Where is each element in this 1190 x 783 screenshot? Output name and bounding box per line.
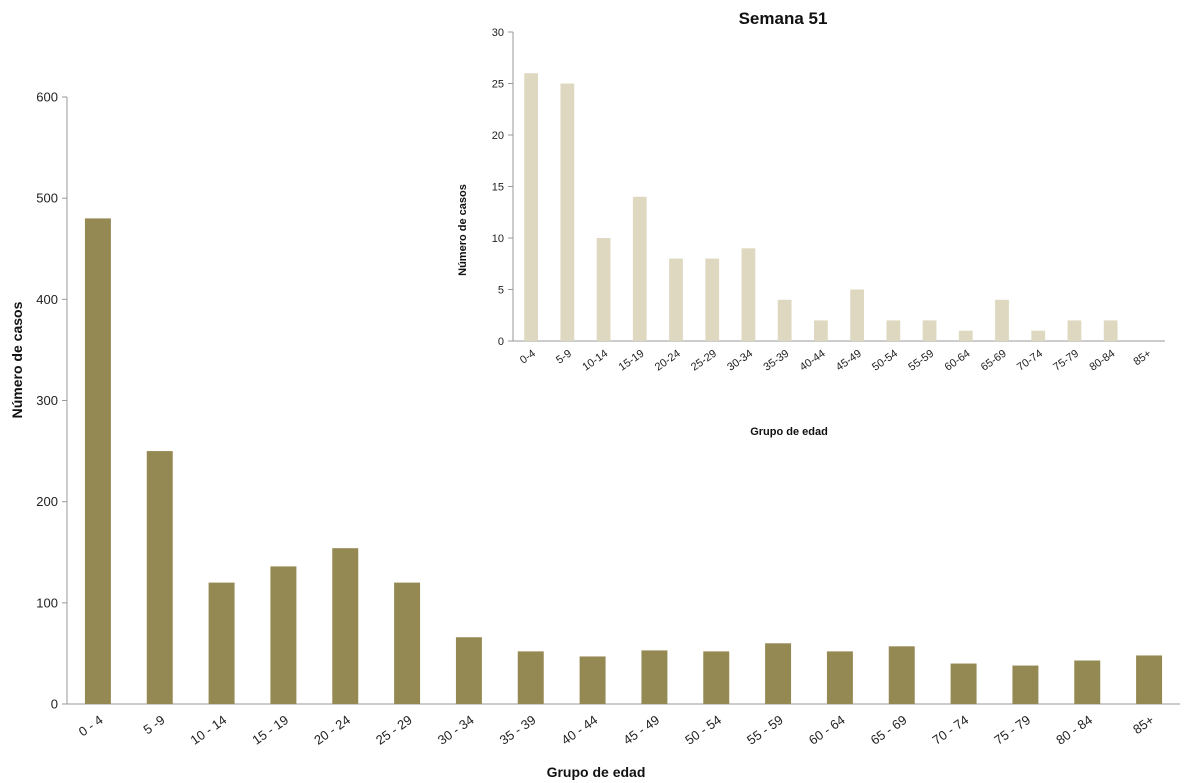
bar-80-84	[1074, 660, 1101, 704]
bar-55-59	[765, 643, 792, 704]
bar-75-79	[1067, 320, 1082, 341]
x-tick-label: 20 - 24	[311, 712, 353, 748]
bar-45-49	[641, 650, 668, 704]
bar-35-39	[777, 299, 792, 341]
y-tick-label: 500	[36, 191, 58, 206]
x-tick-label: 65 - 69	[868, 712, 910, 748]
bar-70-74	[1031, 330, 1046, 341]
bar-30-34	[741, 248, 756, 341]
x-tick-label: 0-4	[518, 348, 538, 367]
x-axis-title: Grupo de edad	[750, 426, 828, 438]
bar-0-4	[524, 73, 538, 341]
y-tick-label: 15	[492, 181, 504, 193]
y-tick-label: 5	[498, 284, 504, 296]
x-tick-label: 70 - 74	[930, 712, 972, 748]
x-tick-label: 85+	[1131, 348, 1153, 369]
x-tick-label: 10-14	[580, 348, 610, 374]
bar-75-79	[1012, 665, 1039, 704]
bar-15-19	[632, 196, 647, 341]
x-tick-label: 0 - 4	[76, 712, 106, 739]
inset-chart-semana-51: 0 5 10 15 20 25 30 0-4 5-9 10-14 15-19 20-24 25-29 30…	[457, 9, 1165, 438]
y-tick-label: 10	[492, 233, 504, 245]
bar-10-14	[208, 582, 235, 704]
x-tick-label: 5 -9	[141, 712, 168, 737]
x-tick-label: 80-84	[1087, 348, 1117, 374]
x-tick-label: 75 - 79	[991, 712, 1033, 748]
bar-0-4	[84, 218, 111, 704]
y-tick-label: 25	[492, 78, 504, 90]
x-tick-label: 85+	[1130, 712, 1157, 737]
x-tick-label: 55 - 59	[744, 712, 786, 748]
bar-60-64	[958, 330, 973, 341]
x-tick-label: 10 - 14	[188, 712, 230, 748]
bar-5-9	[560, 83, 575, 341]
bar-15-19	[270, 566, 297, 704]
bar-40-44	[814, 320, 828, 341]
y-axis-title: Número de casos	[457, 184, 469, 276]
x-tick-label: 25-29	[689, 348, 719, 374]
bar-20-24	[332, 548, 359, 704]
x-tick-label: 45-49	[834, 348, 864, 374]
x-tick-label: 30-34	[725, 348, 755, 374]
y-tick-label: 400	[36, 292, 58, 307]
x-tick-label: 35-39	[761, 348, 791, 374]
bar-85plus	[1136, 655, 1163, 704]
bar-70-74	[950, 663, 977, 704]
x-tick-label: 70-74	[1015, 348, 1045, 374]
x-tick-label: 80 - 84	[1053, 712, 1095, 748]
x-tick-label: 55-59	[906, 348, 936, 374]
x-tick-label: 25 - 29	[373, 712, 415, 748]
x-tick-label: 75-79	[1051, 348, 1081, 374]
x-tick-label: 50 - 54	[682, 712, 724, 748]
y-tick-label: 30	[492, 27, 504, 39]
y-tick-label: 20	[492, 130, 504, 142]
x-tick-label: 60-64	[943, 348, 973, 374]
bar-65-69	[995, 299, 1009, 341]
bar-55-59	[922, 320, 937, 341]
x-tick-label: 35 - 39	[497, 712, 539, 748]
y-tick-label: 0	[498, 336, 504, 348]
bar-5-9	[146, 451, 173, 704]
bar-35-39	[517, 651, 544, 704]
x-tick-label: 5-9	[554, 348, 574, 367]
x-tick-label: 20-24	[653, 348, 683, 374]
bar-20-24	[669, 258, 683, 341]
chart-title: Semana 51	[739, 9, 828, 28]
bar-65-69	[888, 646, 915, 704]
x-tick-label: 50-54	[870, 348, 900, 374]
bar-10-14	[596, 238, 611, 341]
bar-40-44	[579, 656, 606, 704]
bar-50-54	[703, 651, 730, 704]
y-tick-label: 100	[36, 595, 58, 610]
x-tick-label: 40-44	[798, 348, 828, 374]
y-tick-label: 600	[36, 90, 58, 105]
x-tick-label: 40 - 44	[559, 712, 601, 748]
x-tick-label: 45 - 49	[620, 712, 662, 748]
x-tick-label: 65-69	[979, 348, 1009, 374]
x-tick-label: 60 - 64	[806, 712, 848, 748]
bar-45-49	[850, 289, 864, 341]
x-tick-label: 15 - 19	[249, 712, 291, 748]
x-tick-label: 30 - 34	[435, 712, 477, 748]
y-tick-label: 200	[36, 494, 58, 509]
x-axis-title: Grupo de edad	[547, 764, 646, 780]
x-tick-label: 15-19	[617, 348, 647, 374]
y-tick-label: 0	[51, 697, 58, 712]
bar-25-29	[394, 582, 421, 704]
bar-30-34	[455, 637, 482, 704]
bar-25-29	[705, 258, 720, 341]
y-axis-title: Número de casos	[9, 301, 25, 418]
bar-60-64	[826, 651, 853, 704]
y-tick-label: 300	[36, 393, 58, 408]
bar-80-84	[1103, 320, 1118, 341]
bar-50-54	[886, 320, 901, 341]
